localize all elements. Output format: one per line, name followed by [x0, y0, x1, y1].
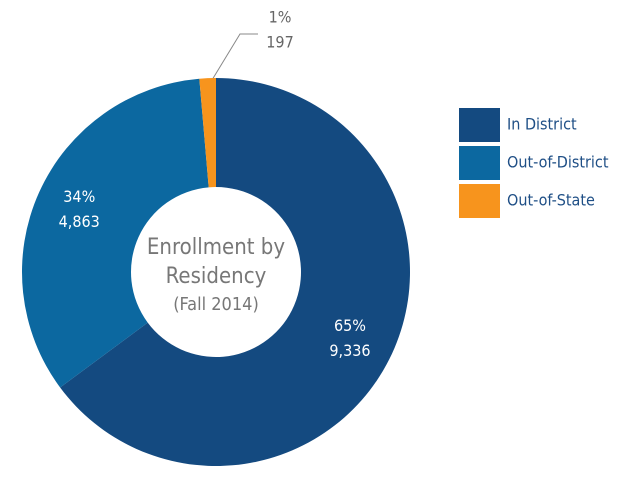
legend-label: Out-of-District — [507, 153, 609, 172]
donut-slice — [199, 78, 216, 188]
value-label: 197 — [266, 33, 293, 52]
value-label: 4,863 — [59, 212, 100, 231]
legend-swatch — [459, 108, 500, 142]
percent-label: 65% — [334, 316, 366, 335]
percent-label: 34% — [63, 187, 95, 206]
leader-line — [211, 33, 258, 81]
chart-title: Residency — [166, 264, 267, 289]
legend-swatch — [459, 184, 500, 218]
chart-subtitle: (Fall 2014) — [173, 294, 259, 315]
chart-title: Enrollment by — [147, 235, 285, 260]
donut-slice — [22, 78, 209, 388]
legend-label: In District — [507, 115, 577, 134]
donut-slice — [60, 78, 411, 466]
value-label: 9,336 — [329, 341, 370, 360]
legend-swatch — [459, 146, 500, 180]
legend-label: Out-of-State — [507, 191, 595, 210]
percent-label: 1% — [269, 8, 292, 27]
